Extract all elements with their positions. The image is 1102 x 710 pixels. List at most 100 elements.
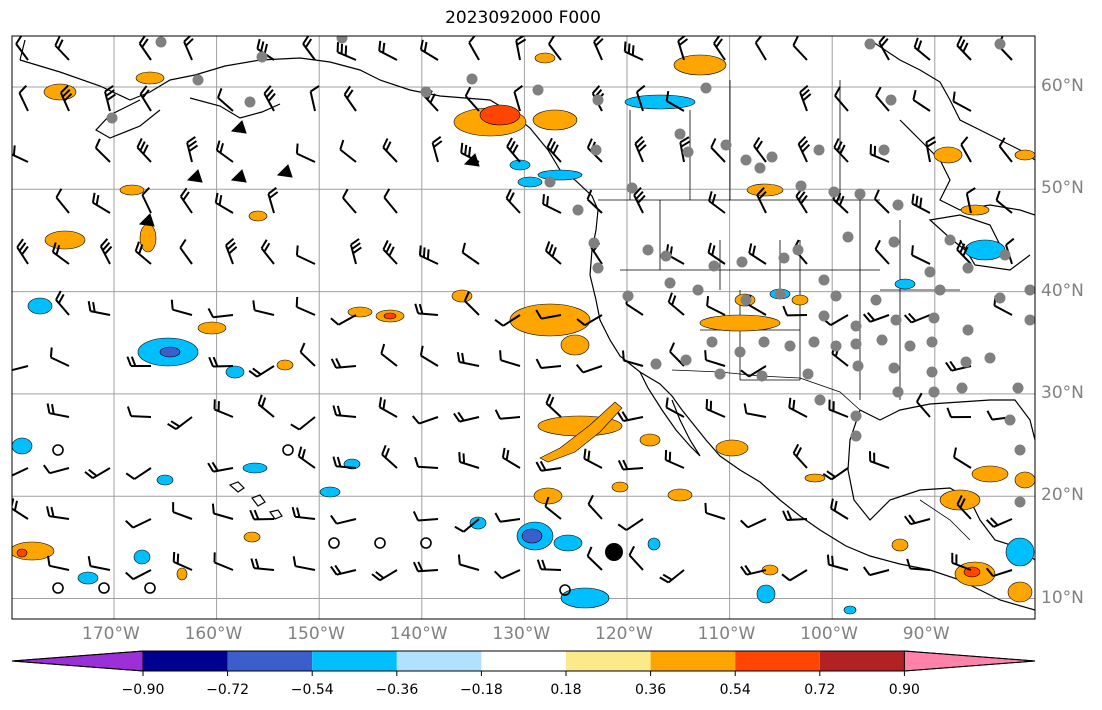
shading-region (451, 289, 473, 303)
wind-barb (822, 467, 849, 481)
wind-barb (548, 36, 562, 61)
station-marker (708, 260, 720, 272)
wind-barb (138, 36, 152, 61)
wind-barb (956, 36, 972, 61)
wind-barb (412, 561, 439, 573)
wind-barb (544, 496, 562, 520)
wind-barb (911, 193, 931, 214)
wind-barb (411, 415, 439, 425)
station-marker (642, 244, 654, 256)
wind-barb (172, 551, 193, 571)
station-marker (960, 356, 972, 368)
colorbar-segment (143, 651, 228, 671)
wind-barb (211, 503, 234, 520)
wind-barb (826, 554, 849, 571)
station-marker (934, 284, 946, 296)
station-marker (850, 338, 862, 350)
longitude-label: 150°W (287, 624, 345, 644)
station-marker (758, 336, 770, 348)
wind-barb (708, 191, 726, 214)
wind-pennant (138, 213, 155, 227)
station-marker (878, 144, 890, 156)
station-marker (706, 336, 718, 348)
station-marker (926, 336, 938, 348)
station-marker (590, 144, 602, 156)
wind-barb (575, 363, 603, 374)
wind-barb (628, 545, 644, 571)
shading-region (894, 278, 916, 290)
station-marker (256, 51, 268, 63)
wind-barb (263, 85, 276, 112)
shading-region (119, 184, 145, 196)
wind-barb (635, 84, 646, 112)
shading-region (347, 306, 373, 318)
wind-barb (125, 569, 152, 581)
wind-barb (623, 41, 644, 61)
wind-barb (830, 498, 849, 520)
shading-region (699, 314, 781, 332)
wind-barb (336, 42, 357, 61)
wind-barb (84, 467, 111, 480)
wind-barb (458, 452, 480, 469)
longitude-label: 130°W (492, 624, 551, 644)
wind-barb (126, 356, 151, 367)
wind-barb (494, 409, 521, 420)
station-marker (244, 96, 256, 108)
shading-region (715, 439, 749, 457)
wind-pennant (463, 153, 480, 167)
wind-barb (215, 140, 234, 163)
wind-barb (267, 187, 279, 214)
shading-region (276, 359, 294, 371)
wind-barb (622, 350, 644, 367)
shading-region (533, 487, 563, 505)
colorbar-segment (735, 651, 820, 671)
shading-region (156, 474, 174, 486)
wind-barb (587, 494, 603, 520)
wind-barb (16, 238, 29, 265)
wind-barb (493, 569, 521, 580)
wind-barb (665, 90, 685, 112)
colorbar-segment (312, 651, 397, 671)
wind-barb (544, 241, 562, 265)
wind-barb (419, 39, 439, 61)
shading-region (197, 321, 227, 335)
shading-region (673, 54, 727, 76)
calm-marker (559, 584, 571, 596)
wind-barb (862, 312, 890, 323)
wind-barb (330, 514, 357, 525)
wind-barb (869, 144, 890, 163)
station-marker (984, 352, 996, 364)
shading-region (77, 571, 99, 585)
station-marker (155, 36, 167, 48)
station-marker (999, 249, 1011, 261)
shading-region (225, 365, 245, 379)
station-marker (1012, 382, 1024, 394)
shading-region (611, 481, 629, 493)
station-marker (924, 266, 936, 278)
shading-region (560, 334, 590, 356)
shading-region (539, 401, 623, 463)
wind-barb (339, 139, 357, 163)
station-marker (420, 86, 432, 98)
wind-barb (295, 296, 316, 316)
wind-barb (925, 136, 937, 163)
shading-region (243, 531, 261, 543)
wind-barb (740, 564, 767, 576)
station-marker (870, 294, 882, 306)
shading-region (1007, 581, 1033, 603)
calm-marker (374, 537, 386, 549)
station-marker (888, 236, 900, 248)
wind-barb (985, 567, 1013, 578)
station-marker (588, 237, 600, 249)
station-marker (926, 366, 938, 378)
wind-barb (179, 187, 193, 214)
shading-region (159, 346, 181, 358)
colorbar-segment (481, 651, 566, 671)
colorbar-tick-label: 0.90 (888, 682, 920, 698)
wind-barb (494, 512, 521, 523)
station-marker (854, 188, 866, 200)
station-marker (1014, 496, 1026, 508)
shading-region (746, 183, 784, 197)
wind-barb (460, 142, 480, 163)
station-marker (466, 73, 478, 85)
